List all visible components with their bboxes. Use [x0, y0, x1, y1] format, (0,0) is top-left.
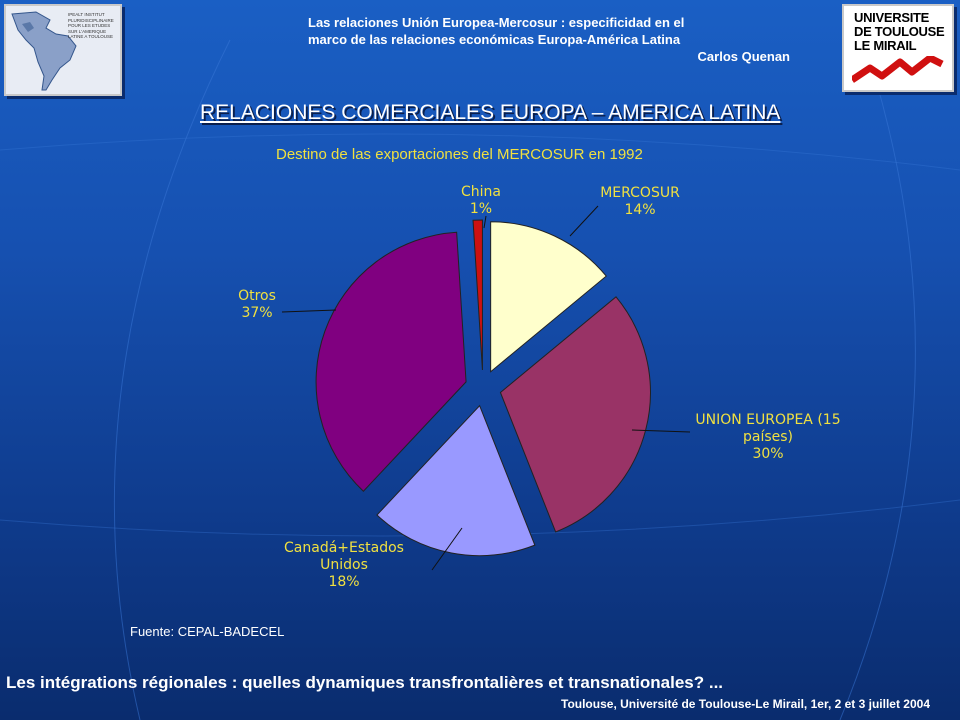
slice-label: Otros 37%	[238, 288, 276, 321]
slice-label: MERCOSUR 14%	[600, 185, 680, 218]
leader-line	[631, 429, 691, 433]
pie-slice	[472, 219, 483, 371]
leader-line	[569, 205, 599, 237]
university-logo-line3: LE MIRAIL	[854, 38, 917, 53]
slice-label: Canadá+Estados Unidos 18%	[284, 540, 404, 590]
slice-label: UNION EUROPEA (15 países) 30%	[695, 412, 840, 462]
footer-title: Les intégrations régionales : quelles dy…	[6, 673, 724, 692]
header-title-line1: Las relaciones Unión Europea-Mercosur : …	[308, 15, 685, 30]
leader-line	[281, 309, 337, 313]
header-title-line2: marco de las relaciones económicas Europ…	[308, 32, 681, 47]
header-author: Carlos Quenan	[697, 49, 790, 64]
university-logo: UNIVERSITE DE TOULOUSE LE MIRAIL	[842, 4, 954, 92]
latin-america-map-icon	[6, 6, 120, 94]
ipealt-logo: IPEALT INSTITUT PLURIDISCIPLINAIRE POUR …	[4, 4, 122, 96]
slice-label: China 1%	[461, 184, 501, 217]
header-text: Las relaciones Unión Europea-Mercosur : …	[308, 14, 790, 65]
pie-slice	[499, 296, 651, 533]
pie-slice	[315, 231, 467, 492]
chart-title: Destino de las exportaciones del MERCOSU…	[276, 146, 643, 163]
leader-line	[483, 215, 487, 229]
university-logo-line2: DE TOULOUSE	[854, 24, 945, 39]
pie-slice	[490, 221, 607, 373]
university-logo-line1: UNIVERSITE	[854, 10, 930, 25]
source-note: Fuente: CEPAL-BADECEL	[130, 624, 285, 639]
ipealt-logo-text: IPEALT INSTITUT PLURIDISCIPLINAIRE POUR …	[68, 12, 114, 39]
leader-line	[431, 527, 463, 571]
footer-subtitle: Toulouse, Université de Toulouse-Le Mira…	[561, 697, 930, 711]
pie-slice	[376, 404, 536, 557]
page-title: RELACIONES COMERCIALES EUROPA – AMERICA …	[200, 101, 781, 124]
red-zigzag-icon	[852, 56, 944, 83]
